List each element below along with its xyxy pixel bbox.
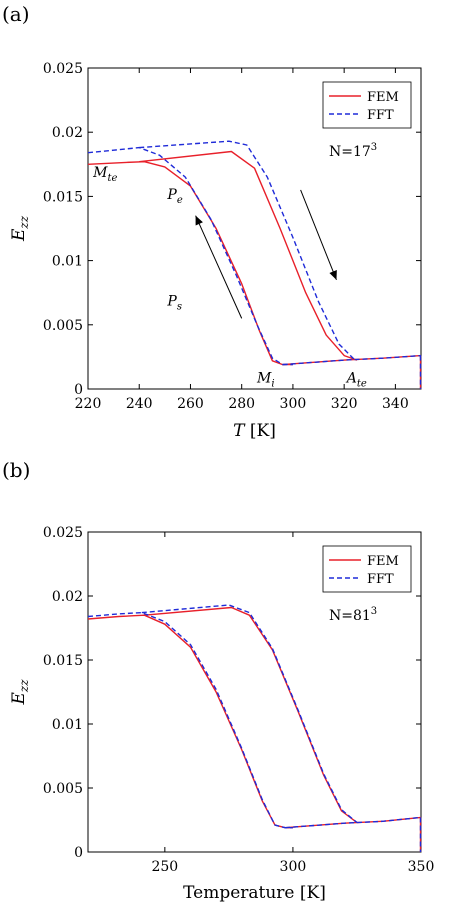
legend-label-fem: FEM (367, 554, 399, 569)
y-tick-label: 0.01 (52, 717, 83, 733)
panel-label-a: (a) (2, 2, 30, 26)
x-tick-label: 220 (75, 396, 102, 412)
chart-a: 220 240 260 280 300 320 340 0 0.005 0.01 0.015 0.02… (9, 61, 422, 441)
x-tick-label: 300 (280, 859, 307, 875)
legend-box (322, 545, 412, 593)
y-tick-label: 0.015 (43, 653, 83, 669)
x-axis-title: Temperature [K] (183, 883, 326, 903)
y-tick-label: 0.01 (52, 254, 83, 270)
legend-label-fft: FFT (367, 108, 394, 123)
x-tick-label: 250 (151, 859, 178, 875)
annotation-m-i: Mi (256, 371, 275, 390)
x-tick-label: 240 (126, 396, 153, 412)
annotation-arrow-shaft (195, 215, 243, 319)
legend-box (322, 81, 412, 129)
grid-size-exponent: 3 (371, 142, 377, 153)
grid-size-note: N=173 (329, 142, 377, 160)
y-axis-title: Ezz (9, 679, 31, 706)
panel-label-b: (b) (2, 458, 31, 482)
annotation-arrow-head (195, 215, 203, 226)
x-tick-label: 260 (177, 396, 204, 412)
series-fem-cooling (87, 160, 293, 366)
y-tick-label: 0.02 (52, 125, 83, 141)
y-tick-label: 0.005 (43, 781, 83, 797)
series-fft-heating (282, 354, 422, 366)
series-fft-cooling (87, 146, 293, 366)
annotation-arrow-shaft (300, 189, 337, 281)
x-axis-title: T [K] (233, 421, 276, 441)
y-tick-label: 0.005 (43, 318, 83, 334)
annotation-arrow-head (329, 270, 337, 280)
series-fft-heating-upper (141, 604, 358, 824)
y-tick-label: 0.02 (52, 589, 83, 605)
y-tick-label: 0 (74, 382, 83, 398)
x-tick-label: 280 (228, 396, 255, 412)
series-fft-heating-upper (139, 140, 355, 360)
series-fft-heating (285, 816, 422, 829)
grid-size-exponent: 3 (371, 606, 377, 617)
legend-label-fem: FEM (367, 90, 399, 105)
grid-size-note: N=813 (329, 606, 377, 624)
x-tick-label: 320 (331, 396, 358, 412)
x-tick-label: 340 (382, 396, 409, 412)
y-axis-title: Ezz (9, 215, 31, 242)
y-tick-label: 0 (74, 845, 83, 861)
y-tick-label: 0.025 (43, 525, 83, 541)
series-fem-heating-upper (139, 150, 358, 361)
chart-b: 250 300 350 0 0.005 0.01 0.015 0.02 0.025 FEM FFT N… (9, 525, 435, 903)
x-tick-label: 300 (280, 396, 307, 412)
y-tick-label: 0.025 (43, 61, 83, 77)
x-tick-label: 350 (408, 859, 435, 875)
series-fft-cooling (87, 611, 293, 829)
legend-label-fft: FFT (367, 572, 394, 587)
y-tick-label: 0.015 (43, 189, 83, 205)
